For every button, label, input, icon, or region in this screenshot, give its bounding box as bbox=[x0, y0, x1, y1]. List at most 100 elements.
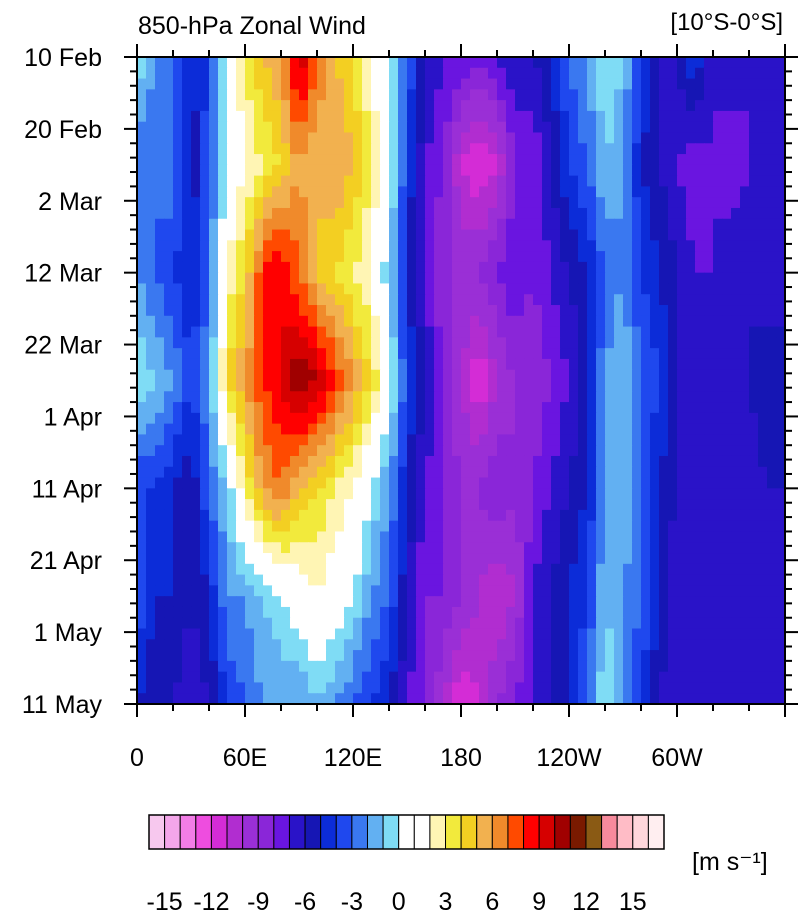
heatmap-cell bbox=[245, 509, 255, 522]
heatmap-cell bbox=[668, 218, 678, 231]
heatmap-cell bbox=[353, 553, 363, 565]
heatmap-cell bbox=[578, 358, 588, 371]
heatmap-cell bbox=[452, 402, 462, 414]
heatmap-cell bbox=[749, 358, 759, 371]
heatmap-cell bbox=[623, 693, 633, 704]
heatmap-cell bbox=[560, 229, 570, 241]
heatmap-cell bbox=[281, 197, 291, 209]
heatmap-cell bbox=[614, 218, 624, 231]
heatmap-cell bbox=[362, 132, 372, 144]
heatmap-cell bbox=[632, 305, 642, 317]
heatmap-cell bbox=[389, 553, 399, 565]
heatmap-cell bbox=[245, 445, 255, 457]
heatmap-cell bbox=[164, 251, 174, 263]
heatmap-cell bbox=[452, 358, 462, 371]
heatmap-cell bbox=[326, 531, 336, 543]
heatmap-cell bbox=[434, 326, 444, 338]
heatmap-cell bbox=[533, 606, 543, 619]
heatmap-cell bbox=[533, 100, 543, 112]
heatmap-cell bbox=[155, 650, 165, 662]
heatmap-cell bbox=[722, 445, 732, 457]
x-tick-label: 120W bbox=[536, 744, 602, 772]
heatmap-cell bbox=[245, 596, 255, 608]
heatmap-cell bbox=[470, 660, 480, 673]
heatmap-cell bbox=[389, 358, 399, 371]
heatmap-cell bbox=[506, 445, 516, 457]
heatmap-cell bbox=[425, 606, 435, 619]
heatmap-cell bbox=[191, 477, 201, 489]
heatmap-cell bbox=[650, 509, 660, 522]
heatmap-cell bbox=[695, 305, 705, 317]
heatmap-cell bbox=[218, 100, 228, 112]
heatmap-cell bbox=[452, 650, 462, 662]
heatmap-cell bbox=[605, 660, 615, 673]
heatmap-cell bbox=[425, 563, 435, 576]
heatmap-cell bbox=[695, 348, 705, 360]
heatmap-cell bbox=[398, 272, 408, 285]
heatmap-cell bbox=[407, 574, 417, 586]
heatmap-cell bbox=[254, 402, 264, 414]
heatmap-cell bbox=[137, 358, 147, 371]
heatmap-cell bbox=[218, 671, 228, 684]
heatmap-cell bbox=[281, 121, 291, 134]
heatmap-cell bbox=[695, 154, 705, 166]
heatmap-cell bbox=[380, 164, 390, 177]
heatmap-cell bbox=[695, 110, 705, 123]
heatmap-cell bbox=[155, 628, 165, 640]
heatmap-cell bbox=[767, 693, 777, 704]
heatmap-cell bbox=[479, 553, 489, 565]
heatmap-cell bbox=[200, 499, 210, 511]
heatmap-cell bbox=[740, 423, 750, 436]
heatmap-cell bbox=[317, 89, 327, 101]
heatmap-cell bbox=[776, 553, 785, 565]
heatmap-cell bbox=[191, 585, 201, 597]
heatmap-cell bbox=[137, 143, 147, 155]
heatmap-cell bbox=[245, 143, 255, 155]
heatmap-cell bbox=[605, 445, 615, 457]
heatmap-cell bbox=[749, 78, 759, 90]
heatmap-cell bbox=[263, 499, 273, 511]
heatmap-cell bbox=[488, 574, 498, 586]
heatmap-cell bbox=[704, 67, 714, 80]
heatmap-cell bbox=[623, 574, 633, 586]
heatmap-cell bbox=[605, 305, 615, 317]
heatmap-cell bbox=[389, 423, 399, 436]
heatmap-cell bbox=[650, 639, 660, 651]
heatmap-cell bbox=[209, 434, 219, 446]
heatmap-cell bbox=[677, 294, 687, 306]
heatmap-cell bbox=[362, 380, 372, 392]
heatmap-cell bbox=[587, 380, 597, 392]
heatmap-cell bbox=[515, 682, 525, 694]
heatmap-cell bbox=[218, 315, 228, 328]
heatmap-cell bbox=[299, 369, 309, 382]
heatmap-cell bbox=[182, 337, 192, 349]
heatmap-cell bbox=[515, 520, 525, 533]
heatmap-cell bbox=[470, 596, 480, 608]
heatmap-cell bbox=[164, 574, 174, 586]
heatmap-cell bbox=[470, 639, 480, 651]
heatmap-cell bbox=[146, 369, 156, 382]
heatmap-cell bbox=[173, 89, 183, 101]
heatmap-cell bbox=[587, 574, 597, 586]
heatmap-cell bbox=[560, 78, 570, 90]
heatmap-cell bbox=[533, 650, 543, 662]
heatmap-cell bbox=[398, 175, 408, 187]
heatmap-cell bbox=[398, 294, 408, 306]
heatmap-cell bbox=[398, 499, 408, 511]
heatmap-cell bbox=[263, 650, 273, 662]
heatmap-cell bbox=[659, 337, 669, 349]
heatmap-cell bbox=[776, 67, 785, 80]
heatmap-cell bbox=[677, 218, 687, 231]
heatmap-cell bbox=[776, 671, 785, 684]
heatmap-cell bbox=[506, 402, 516, 414]
heatmap-cell bbox=[200, 671, 210, 684]
heatmap-cell bbox=[686, 78, 696, 90]
heatmap-cell bbox=[290, 348, 300, 360]
heatmap-cell bbox=[551, 650, 561, 662]
heatmap-cell bbox=[425, 477, 435, 489]
heatmap-cell bbox=[353, 671, 363, 684]
heatmap-cell bbox=[578, 283, 588, 295]
heatmap-cell bbox=[506, 617, 516, 630]
heatmap-cell bbox=[668, 154, 678, 166]
heatmap-cell bbox=[641, 229, 651, 241]
